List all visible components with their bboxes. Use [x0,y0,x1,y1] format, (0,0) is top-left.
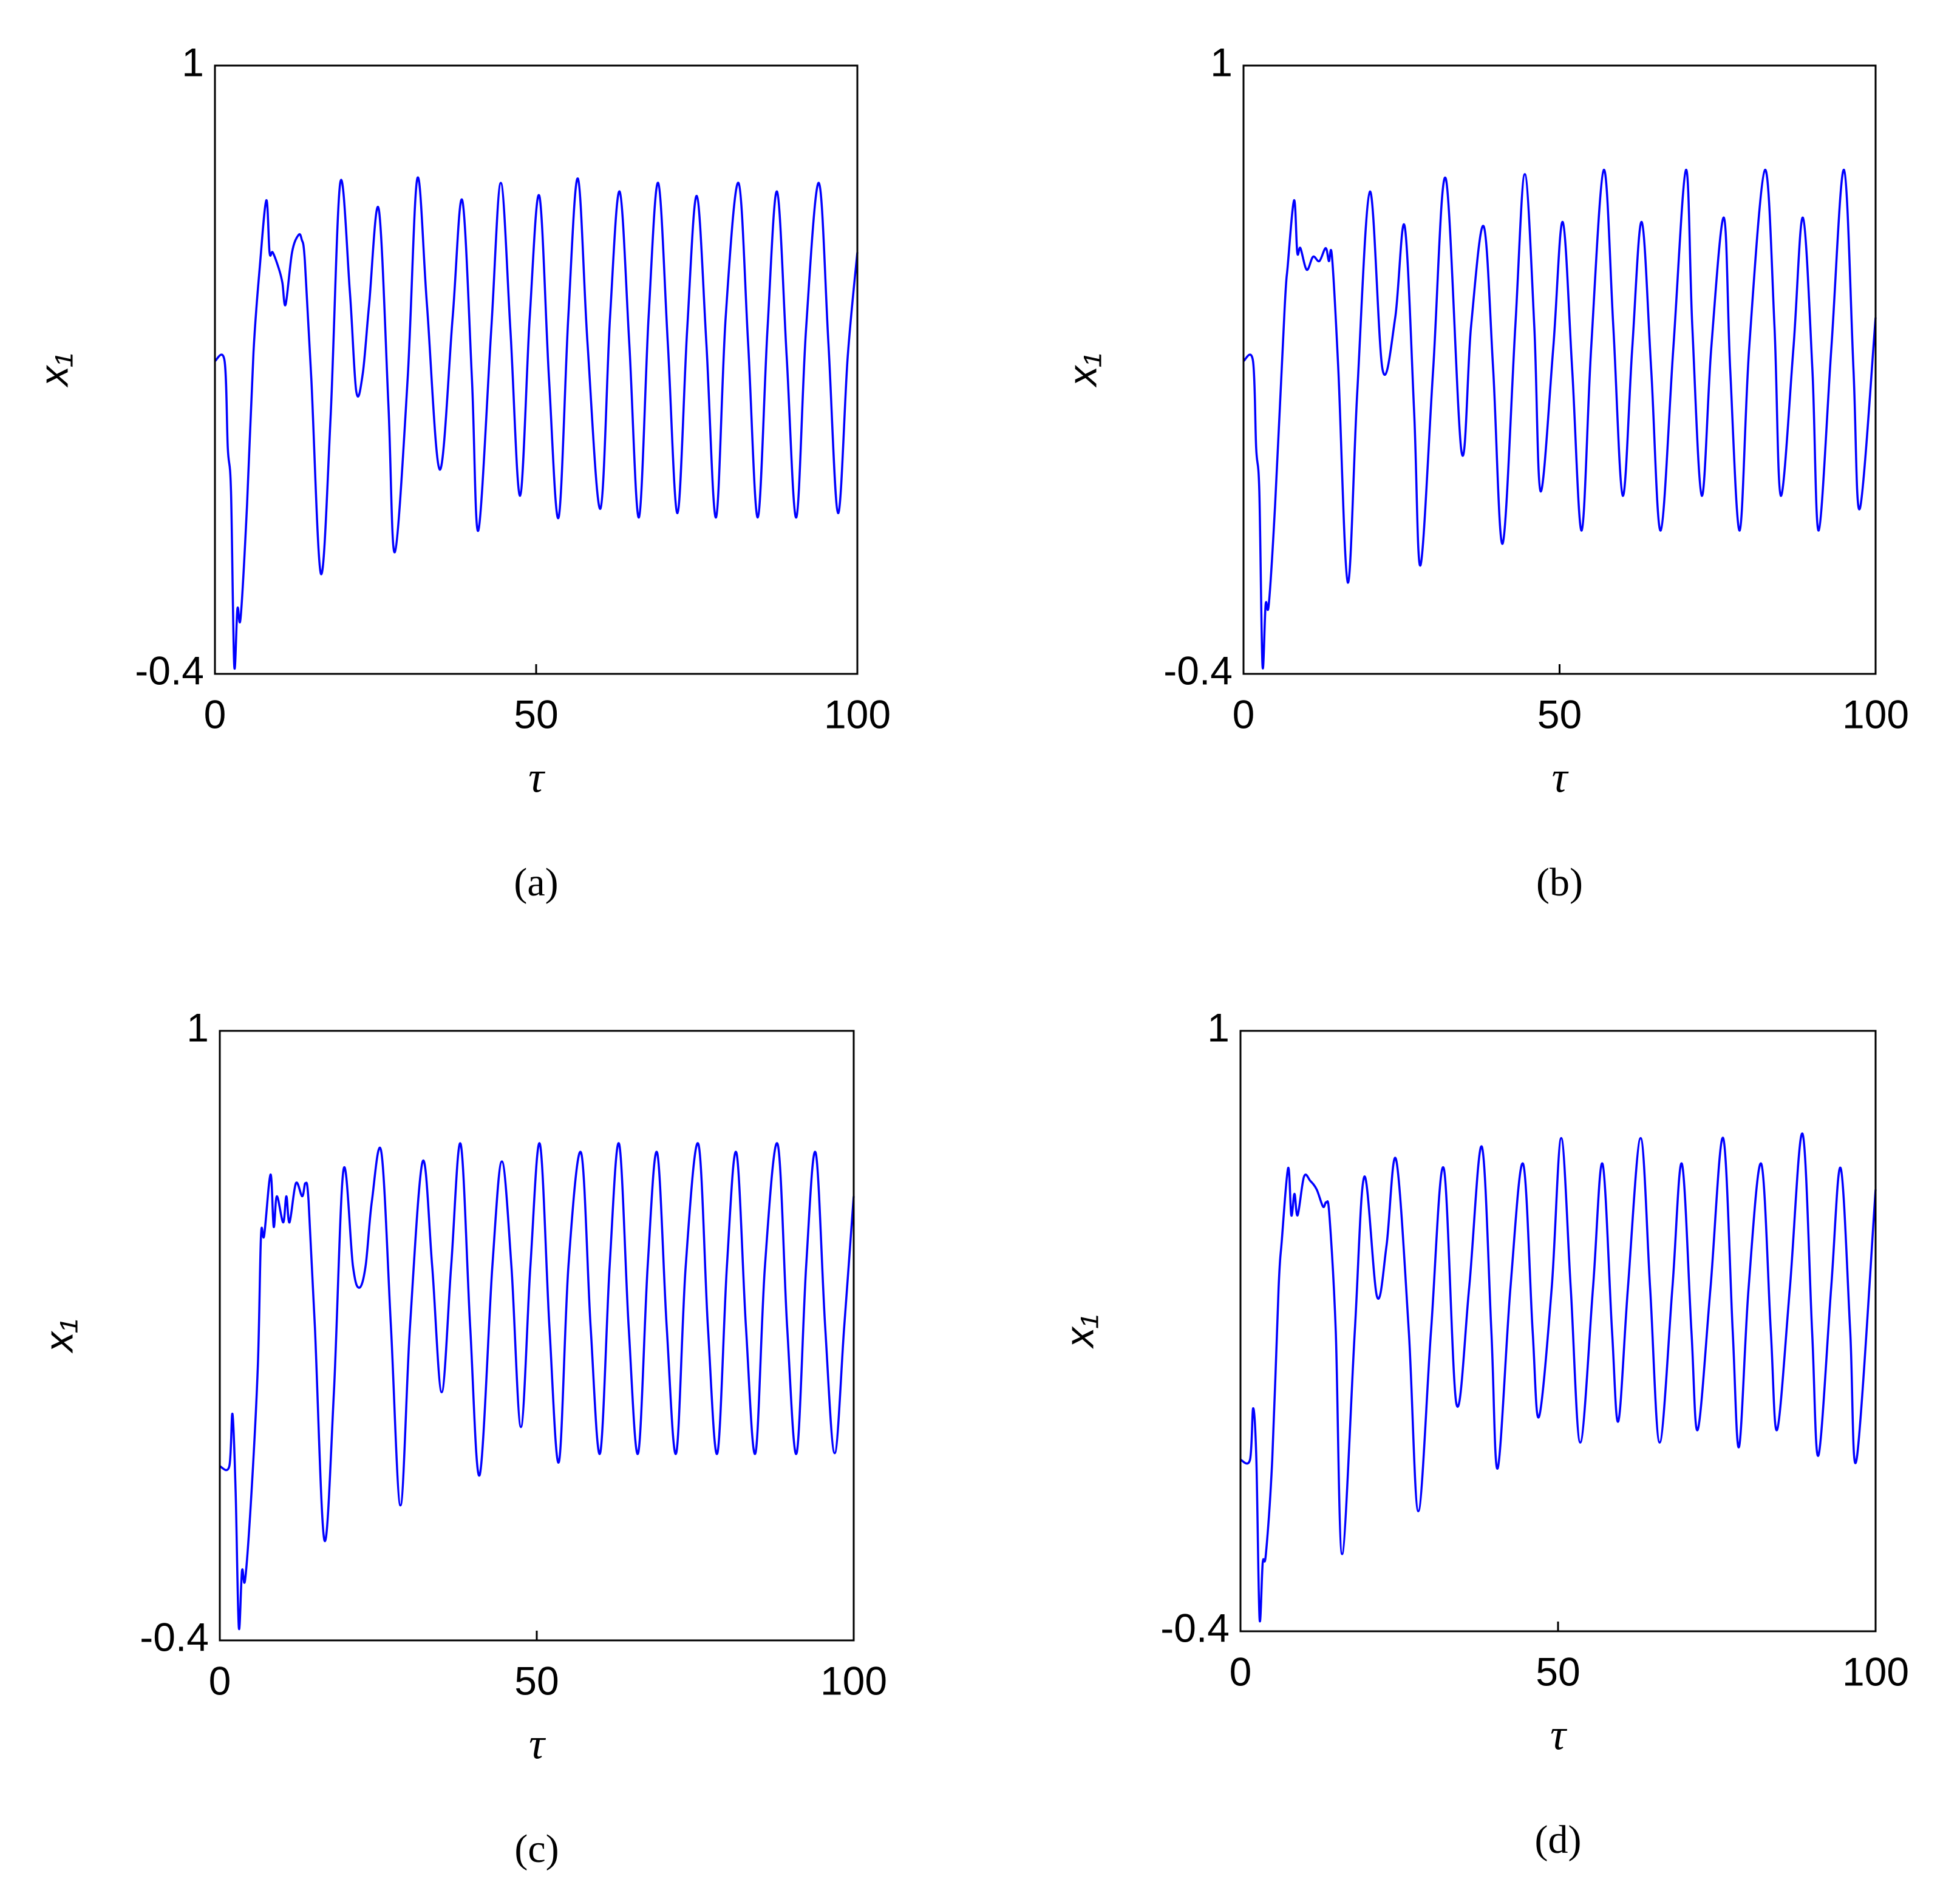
x-tick-label: 50 [514,1658,559,1703]
panel-caption: (a) [514,860,558,905]
x-tick-label: 100 [1842,1649,1909,1694]
x-tick-label: 50 [514,691,558,736]
x-tick-label: 100 [824,691,891,736]
y-tick-label: -0.4 [1160,1605,1230,1650]
x-tick-label: 0 [1233,691,1255,736]
y-axis-label: x₁ [36,1319,81,1354]
x-tick-label: 100 [820,1658,887,1703]
data-line [1242,169,1877,670]
y-axis-label: x₁ [31,353,76,388]
y-tick-label: 1 [1210,39,1233,84]
x-tick-label: 0 [209,1658,231,1703]
y-tick-label: -0.4 [140,1614,209,1659]
y-tick-label: 1 [1207,1005,1230,1050]
panel-caption: (d) [1535,1818,1582,1862]
data-line [219,1142,855,1631]
x-axis-label: τ [528,753,545,802]
x-tick-label: 100 [1842,691,1909,736]
y-tick-label: -0.4 [135,648,204,693]
data-line [214,176,859,670]
y-axis-label: x₁ [1057,1315,1101,1350]
data-line [1240,1132,1877,1623]
x-tick-label: 50 [1536,1649,1580,1694]
x-axis-label: τ [529,1720,546,1768]
panel-caption: (c) [514,1827,559,1871]
panel-caption: (b) [1536,860,1583,905]
y-tick-label: -0.4 [1163,648,1233,693]
x-tick-label: 0 [204,691,226,736]
x-axis-label: τ [1550,1711,1567,1759]
y-tick-label: 1 [182,39,204,84]
y-axis-label: x₁ [1060,353,1104,388]
x-tick-label: 0 [1230,1649,1252,1694]
y-tick-label: 1 [186,1005,209,1050]
x-axis-label: τ [1552,753,1569,802]
x-tick-label: 50 [1537,691,1582,736]
